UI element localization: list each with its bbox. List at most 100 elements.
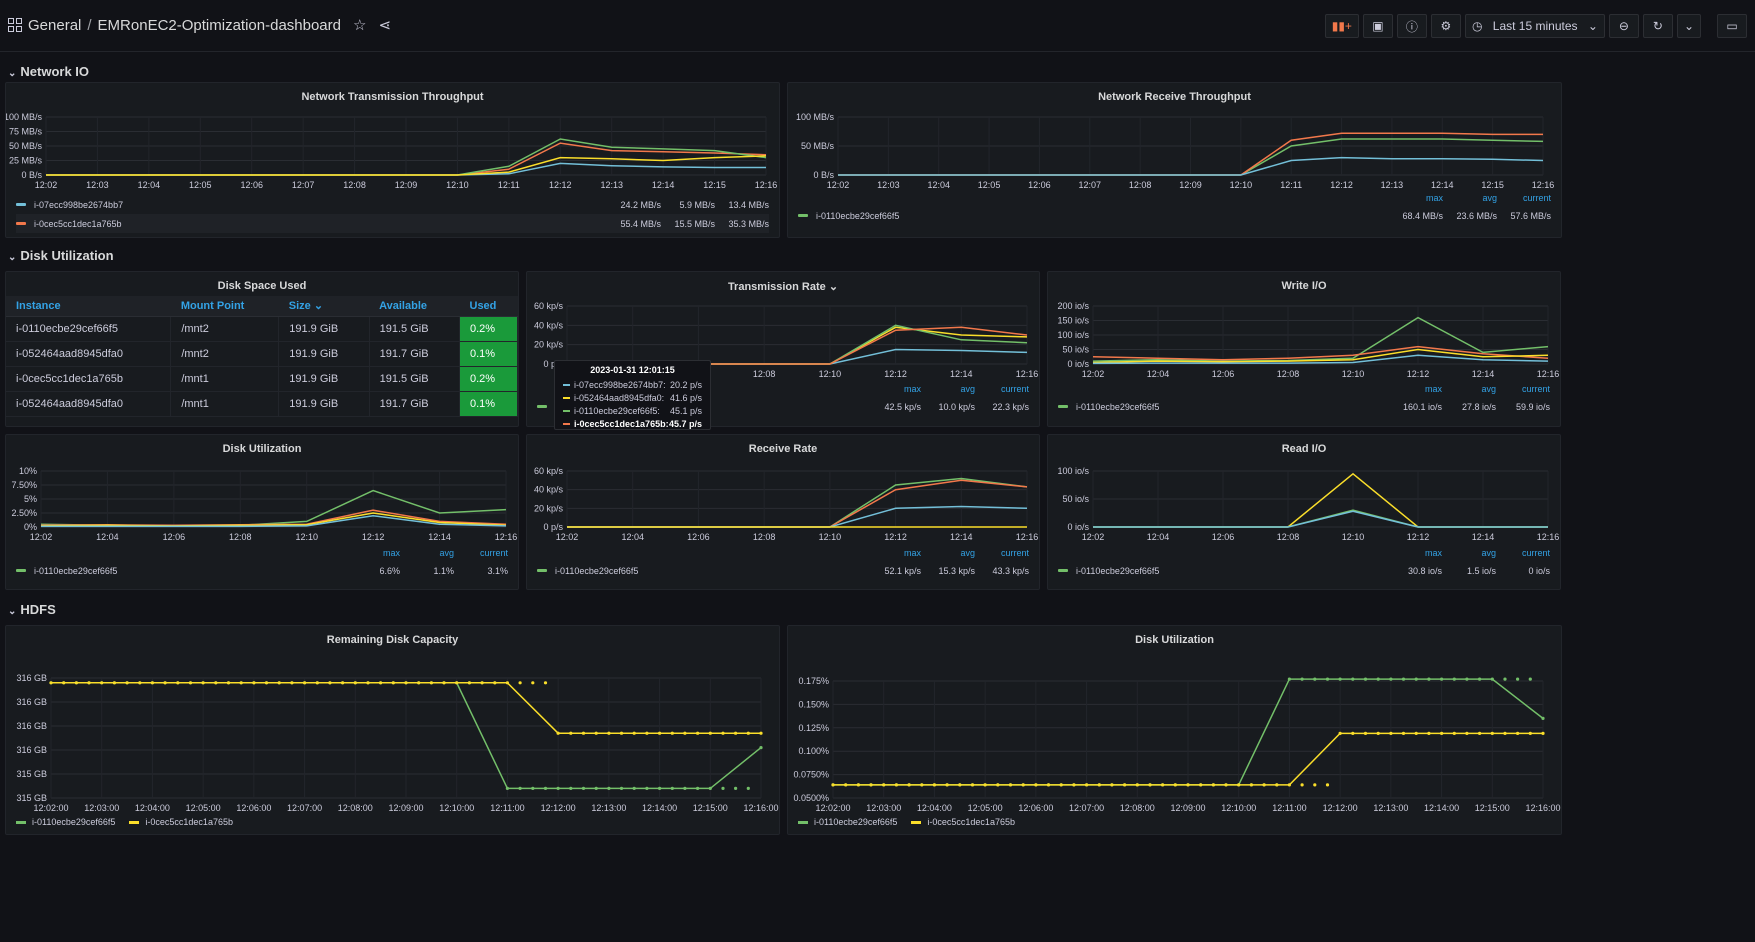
zoom-out-button[interactable]: ⊖ bbox=[1608, 14, 1639, 38]
panel-receive-rate[interactable]: Receive Rate 60 kp/s 40 kp/s 20 kp/s 0 p/s 1… bbox=[526, 434, 1040, 590]
x-tick-label: 12:10:00 bbox=[439, 803, 474, 813]
panel-hdfs-disk-utilization[interactable]: Disk Utilization 0.175% 0.150% 0.125% 0.100… bbox=[787, 625, 1562, 835]
legend-series-name: i-0110ecbe29cef66f5 bbox=[555, 565, 639, 576]
legend-header-max[interactable]: max bbox=[1425, 193, 1443, 203]
legend-max: 24.2 MB/s bbox=[620, 199, 661, 210]
panel-hdfs-remaining-capacity[interactable]: Remaining Disk Capacity 316 GB 316 GB 316 … bbox=[5, 625, 780, 835]
panel-title[interactable]: Read I/O bbox=[1281, 443, 1327, 455]
legend-row[interactable]: 42.5 kp/s 10.0 kp/s 22.3 kp/s bbox=[537, 397, 1029, 416]
legend-header-current[interactable]: current bbox=[1522, 193, 1551, 203]
refresh-button[interactable]: ↻ bbox=[1642, 14, 1673, 38]
data-point bbox=[49, 681, 53, 685]
x-tick-label: 12:05 bbox=[978, 180, 1001, 190]
legend: i-0110ecbe29cef66f5 i-0cec5cc1dec1a765b bbox=[798, 817, 1551, 827]
panel-title[interactable]: Disk Utilization bbox=[1135, 634, 1214, 646]
column-header-instance[interactable]: Instance bbox=[6, 296, 171, 317]
legend-row[interactable]: i-0110ecbe29cef66f5 30.8 io/s 1.5 io/s 0 io… bbox=[1058, 561, 1550, 580]
x-tick-label: 12:04:00 bbox=[135, 803, 170, 813]
row-hdfs[interactable]: ⌄ HDFS bbox=[8, 602, 56, 617]
legend-header-avg[interactable]: avg bbox=[1481, 384, 1496, 394]
legend-header-avg[interactable]: avg bbox=[960, 384, 975, 394]
legend-header-current[interactable]: current bbox=[1000, 548, 1029, 558]
legend-header-current[interactable]: current bbox=[1521, 548, 1550, 558]
legend-row[interactable]: i-07ecc998be2674bb7 24.2 MB/s 5.9 MB/s 13.4… bbox=[16, 195, 769, 214]
panel-network-transmission[interactable]: Network Transmission Throughput 100 MB/s… bbox=[5, 82, 780, 238]
data-point bbox=[404, 681, 408, 685]
dashboard-info-button[interactable]: ⓘ bbox=[1396, 14, 1427, 38]
legend-header-current[interactable]: current bbox=[1000, 384, 1029, 394]
legend-row[interactable]: i-0cec5cc1dec1a765b 55.4 MB/s 15.5 MB/s 35.… bbox=[16, 214, 769, 233]
row-disk-utilization[interactable]: ⌄ Disk Utilization bbox=[8, 248, 114, 263]
legend-header-current[interactable]: current bbox=[479, 548, 508, 558]
legend-header-max[interactable]: max bbox=[903, 384, 921, 394]
legend-item[interactable]: i-0110ecbe29cef66f5 bbox=[16, 817, 115, 827]
data-point bbox=[658, 786, 662, 790]
panel-read-io[interactable]: Read I/O 100 io/s 50 io/s 0 io/s 12:02 12:04… bbox=[1047, 434, 1561, 590]
x-tick-label: 12:14 bbox=[428, 532, 451, 542]
y-tick-label: 50 MB/s bbox=[9, 141, 43, 151]
legend-row[interactable]: i-0110ecbe29cef66f5 68.4 MB/s 23.6 MB/s 57.… bbox=[798, 206, 1551, 225]
x-tick-label: 12:16:00 bbox=[1525, 803, 1560, 813]
legend-row[interactable]: i-0110ecbe29cef66f5 52.1 kp/s 15.3 kp/s 43.… bbox=[537, 561, 1029, 580]
legend-item[interactable]: i-0cec5cc1dec1a765b bbox=[129, 817, 233, 827]
star-icon[interactable]: ☆ bbox=[353, 17, 367, 34]
legend-header-avg[interactable]: avg bbox=[960, 548, 975, 558]
panel-title[interactable]: Network Transmission Throughput bbox=[301, 91, 484, 103]
panel-title[interactable]: Receive Rate bbox=[748, 443, 818, 455]
panel-write-io[interactable]: Write I/O 200 io/s 150 io/s 100 io/s 50 io/… bbox=[1047, 271, 1561, 427]
series-line bbox=[567, 477, 1028, 528]
dashboard-title[interactable]: EMRonEC2-Optimization-dashboard bbox=[97, 16, 341, 34]
data-point bbox=[214, 681, 218, 685]
panel-title[interactable]: Write I/O bbox=[1281, 280, 1327, 292]
chart-network-receive: 100 MB/s 50 MB/s 0 B/s12:02 12:03 12:04 12:05… bbox=[796, 112, 1554, 190]
data-point bbox=[670, 731, 674, 735]
legend-header: max avg current bbox=[16, 548, 508, 561]
legend-row[interactable]: i-0110ecbe29cef66f5 6.6% 1.1% 3.1% bbox=[16, 561, 508, 580]
legend-item[interactable]: i-0cec5cc1dec1a765b bbox=[911, 817, 1015, 827]
refresh-interval-picker[interactable]: ⌄ bbox=[1676, 14, 1701, 38]
panel-title[interactable]: Network Receive Throughput bbox=[1098, 91, 1251, 103]
column-header-size-label: Size bbox=[288, 300, 311, 313]
panel-network-receive[interactable]: Network Receive Throughput 100 MB/s 50 MB… bbox=[787, 82, 1562, 238]
save-dashboard-button[interactable]: ▣ bbox=[1362, 14, 1393, 38]
series-line bbox=[1092, 345, 1549, 361]
time-picker[interactable]: ◷ Last 15 minutes ⌄ bbox=[1464, 14, 1605, 38]
x-tick-label: 12:02 bbox=[35, 180, 58, 190]
legend-header-max[interactable]: max bbox=[1424, 548, 1442, 558]
dashboards-grid-icon[interactable] bbox=[8, 18, 22, 32]
legend-item[interactable]: i-0110ecbe29cef66f5 bbox=[798, 817, 897, 827]
panel-title[interactable]: Disk Utilization bbox=[222, 443, 302, 455]
dashboard-settings-button[interactable]: ⚙ bbox=[1430, 14, 1461, 38]
legend-header: max avg current bbox=[798, 193, 1551, 206]
x-tick-label: 12:09:00 bbox=[1170, 803, 1205, 813]
cycle-view-mode-button[interactable]: ▭ bbox=[1717, 14, 1747, 38]
cell-size: 191.9 GiB bbox=[278, 366, 370, 392]
panel-title[interactable]: Transmission Rate ⌄ bbox=[527, 280, 1039, 293]
panel-title[interactable]: Disk Space Used bbox=[217, 280, 307, 292]
share-icon[interactable]: ⋖ bbox=[378, 17, 392, 34]
column-header-mount-point[interactable]: Mount Point bbox=[170, 296, 279, 317]
column-header-size[interactable]: Size ⌄ bbox=[278, 296, 370, 317]
data-point bbox=[1427, 677, 1431, 681]
tooltip-row: i-07ecc998be2674bb7: 20.2 p/s bbox=[563, 378, 702, 391]
legend-header-avg[interactable]: avg bbox=[1481, 548, 1496, 558]
panel-title[interactable]: Remaining Disk Capacity bbox=[326, 634, 459, 646]
breadcrumb-folder[interactable]: General bbox=[28, 16, 82, 34]
panel-disk-utilization[interactable]: Disk Utilization 10% 7.50% 5% 2.50% 0% 12:02 1… bbox=[5, 434, 519, 590]
legend-header-avg[interactable]: avg bbox=[439, 548, 454, 558]
data-point bbox=[619, 731, 624, 735]
row-network-io[interactable]: ⌄ Network IO bbox=[8, 64, 89, 79]
legend-header-max[interactable]: max bbox=[903, 548, 921, 558]
column-header-available[interactable]: Available bbox=[369, 296, 460, 317]
legend-header-max[interactable]: max bbox=[382, 548, 400, 558]
add-panel-button[interactable]: ▮▮+ bbox=[1324, 14, 1359, 38]
data-point bbox=[1072, 783, 1076, 787]
legend-row[interactable]: i-0110ecbe29cef66f5 160.1 io/s 27.8 io/s 59… bbox=[1058, 397, 1550, 416]
legend-header-max[interactable]: max bbox=[1424, 384, 1442, 394]
column-header-used[interactable]: Used bbox=[459, 296, 518, 317]
data-point bbox=[188, 681, 193, 685]
legend-header-avg[interactable]: avg bbox=[1482, 193, 1497, 203]
legend-header-current[interactable]: current bbox=[1521, 384, 1550, 394]
panel-disk-space-used[interactable]: Disk Space Used Instance Mount Point Siz… bbox=[5, 271, 519, 427]
data-point bbox=[683, 731, 687, 735]
